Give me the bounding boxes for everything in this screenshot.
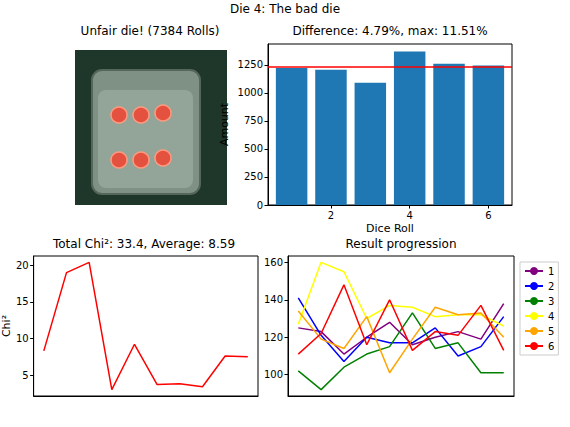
svg-text:1000: 1000 <box>238 87 263 98</box>
svg-text:140: 140 <box>264 294 283 305</box>
svg-text:160: 160 <box>264 257 283 268</box>
svg-text:Dice Roll: Dice Roll <box>366 222 414 235</box>
svg-text:1250: 1250 <box>238 59 263 70</box>
svg-text:3: 3 <box>548 296 554 307</box>
svg-text:500: 500 <box>244 143 263 154</box>
svg-text:Result progression: Result progression <box>346 237 457 251</box>
svg-text:6: 6 <box>548 341 554 352</box>
svg-text:20: 20 <box>16 260 29 271</box>
svg-text:Total Chi²: 33.4, Average: 8.5: Total Chi²: 33.4, Average: 8.59 <box>52 237 235 251</box>
svg-text:Die 4: The bad die: Die 4: The bad die <box>230 2 340 16</box>
svg-text:100: 100 <box>264 369 283 380</box>
svg-text:Unfair die! (7384 Rolls): Unfair die! (7384 Rolls) <box>81 24 220 38</box>
svg-text:6: 6 <box>485 210 491 221</box>
svg-text:120: 120 <box>264 332 283 343</box>
svg-text:10: 10 <box>16 333 29 344</box>
svg-text:Chi²: Chi² <box>0 315 13 337</box>
svg-text:15: 15 <box>16 296 29 307</box>
svg-text:4: 4 <box>548 311 554 322</box>
svg-text:5: 5 <box>22 370 28 381</box>
svg-text:1: 1 <box>548 266 554 277</box>
svg-text:5: 5 <box>548 326 554 337</box>
svg-text:750: 750 <box>244 115 263 126</box>
svg-text:0: 0 <box>257 200 263 211</box>
svg-text:2: 2 <box>548 281 554 292</box>
svg-text:4: 4 <box>406 210 412 221</box>
svg-text:Amount: Amount <box>218 102 231 146</box>
svg-text:250: 250 <box>244 171 263 182</box>
svg-text:Difference: 4.79%, max: 11.51%: Difference: 4.79%, max: 11.51% <box>292 24 487 38</box>
svg-text:2: 2 <box>328 210 334 221</box>
